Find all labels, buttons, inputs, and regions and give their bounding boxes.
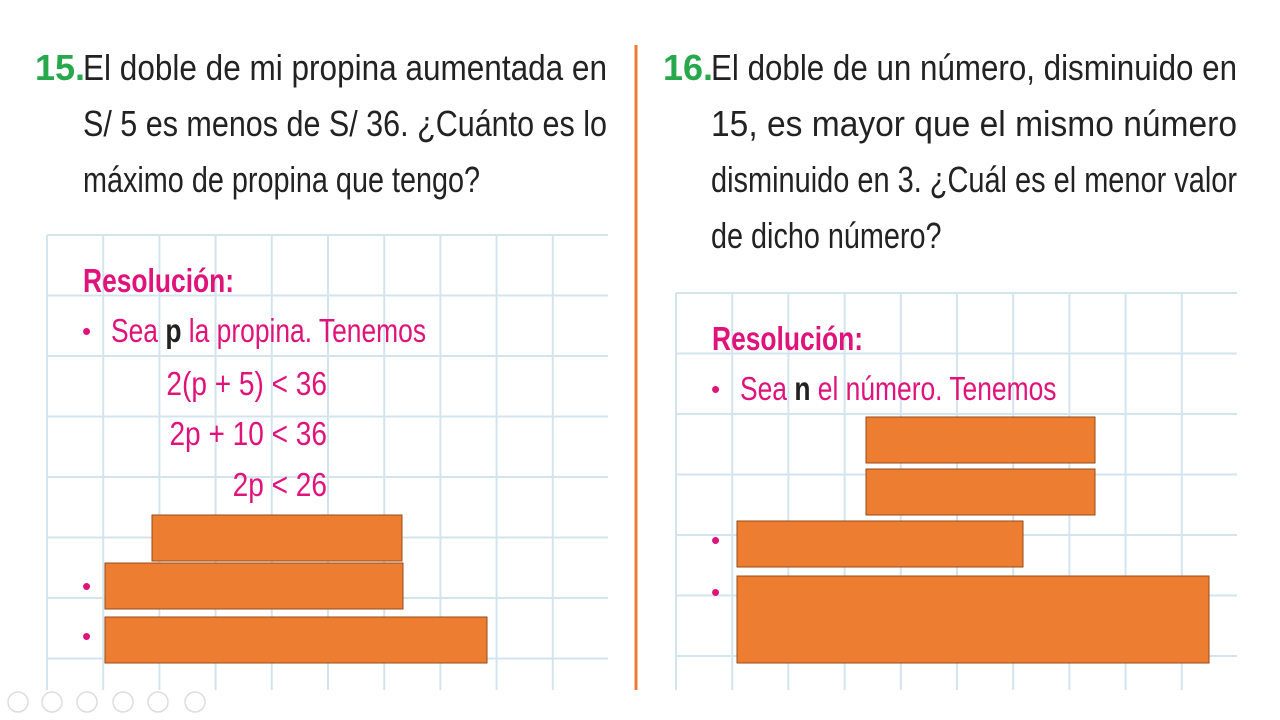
answer-cover — [865, 468, 1096, 516]
slideshow-controls[interactable] — [7, 691, 206, 713]
problem-number: 16. — [663, 47, 713, 88]
problem-number: 15. — [35, 47, 85, 88]
intro-part: el número. Tenemos — [810, 370, 1056, 407]
problem-text-line: de dicho número? — [711, 215, 942, 256]
resolution-label: Resolución: — [83, 262, 234, 299]
bullet: • — [711, 374, 720, 404]
bullet: • — [82, 621, 91, 651]
resolution-label: Resolución: — [712, 320, 863, 357]
answer-cover — [104, 616, 488, 664]
problem-text-line: El doble de un número, disminuido en — [711, 47, 1237, 88]
answer-cover — [736, 520, 1024, 568]
intro-part: n — [794, 370, 810, 407]
answer-cover — [151, 514, 403, 562]
equation-step: 2p < 26 — [233, 466, 327, 503]
problem-text-line: 15, es mayor que el mismo número — [711, 103, 1237, 144]
resolution-intro: Sea p la propina. Tenemos — [111, 312, 426, 349]
problem-text-line: S/ 5 es menos de S/ 36. ¿Cuánto es lo — [83, 103, 607, 144]
intro-part: Sea — [740, 370, 794, 407]
grid-paper — [46, 234, 608, 690]
problem-text-line: disminuido en 3. ¿Cuál es el menor valor — [711, 159, 1237, 200]
bullet: • — [711, 525, 720, 555]
bullet: • — [82, 316, 91, 346]
intro-part: p — [165, 312, 181, 349]
intro-part: Sea — [111, 312, 165, 349]
bullet: • — [711, 577, 720, 607]
answer-cover — [736, 575, 1210, 664]
intro-part: la propina. Tenemos — [181, 312, 426, 349]
equation-step: 2p + 10 < 36 — [169, 415, 327, 452]
bullet: • — [82, 571, 91, 601]
equation-step: 2(p + 5) < 36 — [166, 365, 327, 402]
answer-cover — [865, 416, 1096, 464]
answer-cover — [104, 562, 404, 610]
problem-text-line: El doble de mi propina aumentada en — [83, 47, 607, 88]
resolution-intro: Sea n el número. Tenemos — [740, 370, 1057, 407]
problem-text-line: máximo de propina que tengo? — [83, 159, 480, 200]
